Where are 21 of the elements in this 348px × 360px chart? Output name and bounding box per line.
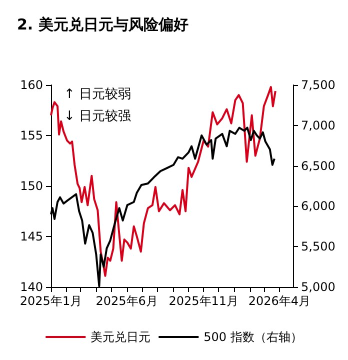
chart-title: 2. 美元兑日元与风险偏好 bbox=[17, 16, 188, 34]
x-tick-label: 2025年11月 bbox=[168, 294, 239, 308]
y2-tick-label: 7,000 bbox=[301, 118, 336, 132]
line-series bbox=[50, 86, 276, 277]
y-tick-label: 150 bbox=[20, 179, 43, 193]
legend-label: 美元兑日元 bbox=[90, 330, 151, 344]
x-tick-label: 2025年6月 bbox=[96, 294, 158, 308]
y2-tick-label: 5,500 bbox=[301, 240, 336, 254]
y-tick-label: 160 bbox=[20, 78, 43, 92]
y-tick-label: 140 bbox=[20, 280, 43, 294]
annotation: ↓ 日元较强 bbox=[64, 109, 132, 124]
x-tick-label: 2026年4月 bbox=[248, 294, 311, 308]
y-tick-label: 155 bbox=[20, 128, 43, 142]
y2-tick-label: 5,000 bbox=[301, 280, 336, 294]
x-tick-label: 2025年1月 bbox=[20, 294, 82, 308]
legend-label: 500 指数（右轴） bbox=[204, 330, 302, 344]
y2-tick-label: 6,000 bbox=[301, 199, 336, 214]
y-tick-label: 145 bbox=[20, 230, 43, 244]
y2-tick-label: 7,500 bbox=[301, 78, 336, 92]
y2-tick-label: 6,500 bbox=[301, 158, 336, 173]
annotation: ↑ 日元较弱 bbox=[64, 87, 132, 102]
